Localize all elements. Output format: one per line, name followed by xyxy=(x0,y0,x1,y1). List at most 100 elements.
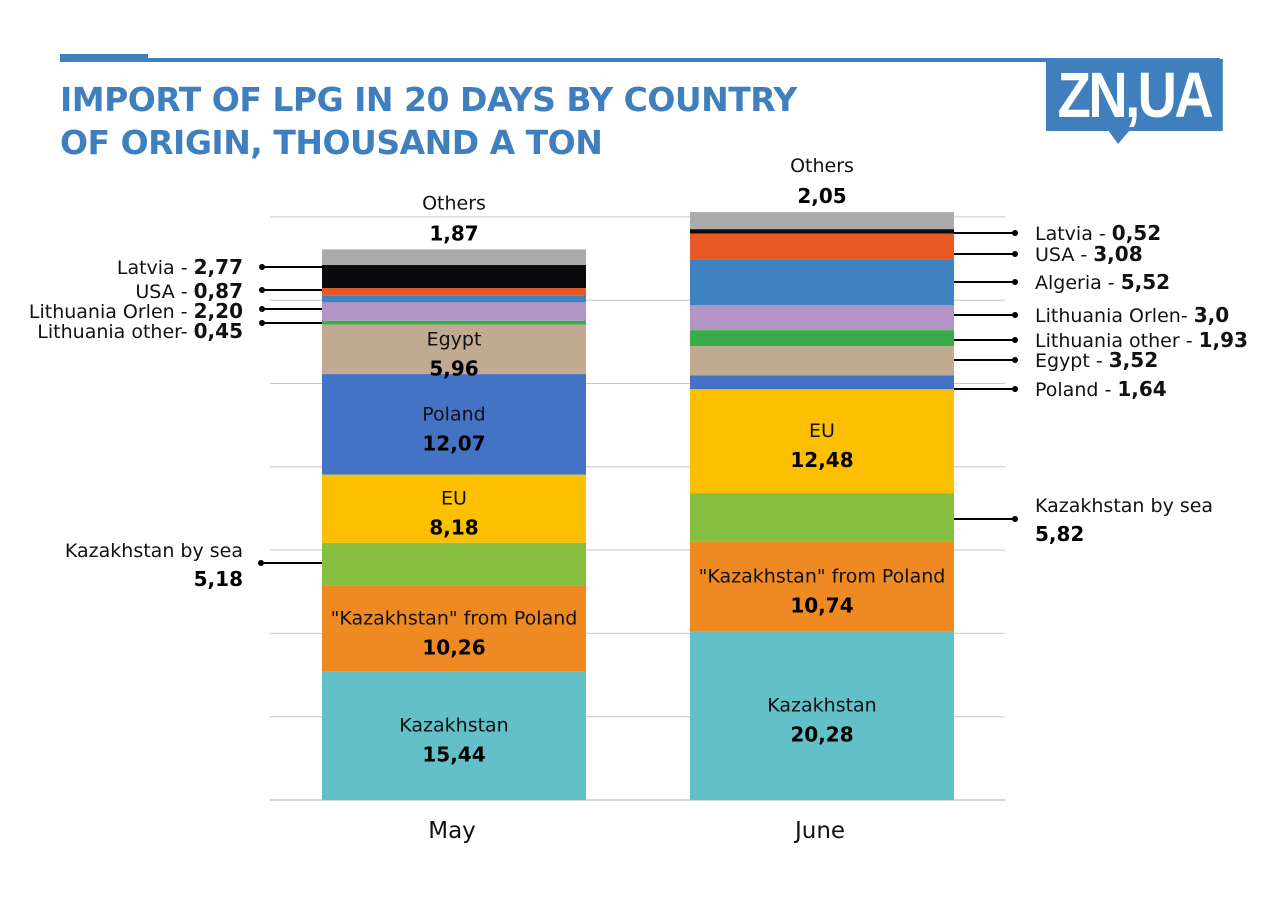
callout-may-lithuania-orlen-value: 2,20 xyxy=(194,299,243,323)
callout-may-sea-value-label: 5,18 xyxy=(194,567,243,591)
callout-june-sea-label-label: Kazakhstan by sea xyxy=(1035,495,1213,517)
bar-segment-may-lithuania-other xyxy=(322,320,586,325)
segment-label-eu-label: EU xyxy=(441,488,467,510)
callout-may-sea-label-label: Kazakhstan by sea xyxy=(65,540,243,562)
segment-value-kazakhstan-from-poland: 10,26 xyxy=(422,636,485,660)
segment-value-egypt-label: 5,96 xyxy=(429,356,478,380)
bar-segment-june-egypt xyxy=(690,346,954,376)
callout-dot-june-latvia xyxy=(1012,230,1018,236)
bar-segment-may-kazakhstan-by-sea xyxy=(322,542,586,586)
segment-value-eu-label: 8,18 xyxy=(429,516,478,540)
segment-value-kazakhstan-from-poland-label: 10,74 xyxy=(790,593,853,617)
callout-june-lithuania-other-label: Lithuania other - xyxy=(1035,330,1199,352)
bar-segment-june-lithuania-orlen xyxy=(690,305,954,331)
others-label-june-label: Others xyxy=(790,155,854,177)
callout-june-lithuania-other: Lithuania other - 1,93 xyxy=(1035,328,1248,352)
chart-title: IMPORT OF LPG IN 20 DAYS BY COUNTRY OF O… xyxy=(60,78,797,164)
callout-dot-may-sea xyxy=(258,560,264,566)
callout-june-algeria: Algeria - 5,52 xyxy=(1035,270,1170,294)
x-tick-label-june-label: June xyxy=(793,818,845,844)
zn-ua-logo: ZN,UA xyxy=(1046,59,1223,131)
callout-june-sea-value-label: 5,82 xyxy=(1035,522,1084,546)
callout-june-poland-label: Poland - xyxy=(1035,379,1117,401)
callout-may-latvia: Latvia - 2,77 xyxy=(117,255,243,279)
segment-label-eu: EU xyxy=(809,420,835,442)
segment-value-eu: 12,48 xyxy=(790,448,853,472)
callout-dot-june-usa xyxy=(1012,251,1018,257)
bar-segment-june-usa xyxy=(690,233,954,260)
segment-value-kazakhstan: 15,44 xyxy=(422,743,485,767)
segment-value-kazakhstan-label: 20,28 xyxy=(790,723,853,747)
segment-value-kazakhstan-label: 15,44 xyxy=(422,743,485,767)
segment-label-egypt-label: Egypt xyxy=(427,328,482,350)
bar-segment-may-poland xyxy=(322,374,586,475)
callout-june-latvia-label: Latvia - xyxy=(1035,223,1112,245)
callout-may-usa: USA - 0,87 xyxy=(135,279,243,303)
logo-speech-tail-icon xyxy=(1108,130,1130,144)
bar-segment-may-eu xyxy=(322,474,586,543)
callout-dot-june-egypt xyxy=(1012,357,1018,363)
segment-label-eu-label: EU xyxy=(809,420,835,442)
bar-segment-june-kazakhstan xyxy=(690,631,954,800)
callout-june-poland-value: 1,64 xyxy=(1117,377,1166,401)
callout-june-egypt: Egypt - 3,52 xyxy=(1035,348,1158,372)
callout-may-sea-value: 5,18 xyxy=(194,567,243,591)
callout-june-latvia: Latvia - 0,52 xyxy=(1035,221,1161,245)
callout-june-algeria-value: 5,52 xyxy=(1121,270,1170,294)
callout-dot-june-sea xyxy=(1012,516,1018,522)
bar-segment-june-poland xyxy=(690,375,954,390)
callout-may-latvia-label: Latvia - xyxy=(117,257,194,279)
bar-segment-june-others xyxy=(690,212,954,230)
x-tick-label-june: June xyxy=(793,818,845,844)
x-tick-label-may: May xyxy=(428,818,476,844)
bar-segment-june-algeria xyxy=(690,259,954,306)
bar-segment-june-lithuania-other xyxy=(690,330,954,347)
others-value-june-label: 2,05 xyxy=(797,184,846,208)
segment-label-kazakhstan-label: Kazakhstan xyxy=(767,695,876,717)
others-label-june: Others xyxy=(790,155,854,177)
others-label-may-label: Others xyxy=(422,192,486,214)
segment-label-eu: EU xyxy=(441,488,467,510)
callout-june-sea-value: 5,82 xyxy=(1035,522,1084,546)
bar-segment-may-kazakhstan-from-poland xyxy=(322,585,586,672)
bar-segment-may-latvia xyxy=(322,264,586,289)
title-line-1: IMPORT OF LPG IN 20 DAYS BY COUNTRY xyxy=(60,80,797,119)
callout-dot-may-usa xyxy=(259,287,265,293)
bar-segment-may-lithuania-orlen xyxy=(322,302,586,321)
segment-value-poland: 12,07 xyxy=(422,431,485,455)
callout-june-usa-value: 3,08 xyxy=(1093,242,1142,266)
segment-label-poland: Poland xyxy=(422,403,485,425)
segment-label-kazakhstan: Kazakhstan xyxy=(399,715,508,737)
callout-may-lithuania-other-label: Lithuania other- xyxy=(37,321,193,343)
segment-value-eu: 8,18 xyxy=(429,516,478,540)
callout-dot-may-lithuania-other xyxy=(259,320,265,326)
callout-may-lithuania-other-value: 0,45 xyxy=(194,319,243,343)
segment-value-kazakhstan-from-poland-label: 10,26 xyxy=(422,636,485,660)
callout-dot-june-poland xyxy=(1012,386,1018,392)
callout-june-algeria-label: Algeria - xyxy=(1035,272,1121,294)
callout-june-usa-label: USA - xyxy=(1035,244,1093,266)
segment-label-kazakhstan-label: Kazakhstan xyxy=(399,715,508,737)
callout-may-lithuania-other: Lithuania other- 0,45 xyxy=(37,319,243,343)
segment-label-egypt: Egypt xyxy=(427,328,482,350)
callout-june-latvia-value: 0,52 xyxy=(1112,221,1161,245)
segment-label-kazakhstan-from-poland-label: "Kazakhstan" from Poland xyxy=(699,565,946,587)
callout-june-egypt-label: Egypt - xyxy=(1035,350,1109,372)
segment-label-kazakhstan-from-poland-label: "Kazakhstan" from Poland xyxy=(331,608,578,630)
callout-may-latvia-value: 2,77 xyxy=(194,255,243,279)
header-rule xyxy=(60,58,1220,62)
callout-june-usa: USA - 3,08 xyxy=(1035,242,1143,266)
segment-value-poland-label: 12,07 xyxy=(422,431,485,455)
callout-may-usa-label: USA - xyxy=(135,281,193,303)
segment-value-egypt: 5,96 xyxy=(429,356,478,380)
others-value-june: 2,05 xyxy=(797,184,846,208)
segment-label-kazakhstan: Kazakhstan xyxy=(767,695,876,717)
callout-june-lithuania-orlen: Lithuania Orlen- 3,0 xyxy=(1035,303,1229,327)
title-line-2: OF ORIGIN, THOUSAND A TON xyxy=(60,123,603,162)
bar-segment-june-kazakhstan-by-sea xyxy=(690,493,954,542)
callout-may-lithuania-orlen-label: Lithuania Orlen - xyxy=(29,301,194,323)
bar-segment-may-algeria xyxy=(322,295,586,303)
callout-may-lithuania-orlen: Lithuania Orlen - 2,20 xyxy=(29,299,243,323)
callout-dot-may-lithuania-orlen xyxy=(259,306,265,312)
